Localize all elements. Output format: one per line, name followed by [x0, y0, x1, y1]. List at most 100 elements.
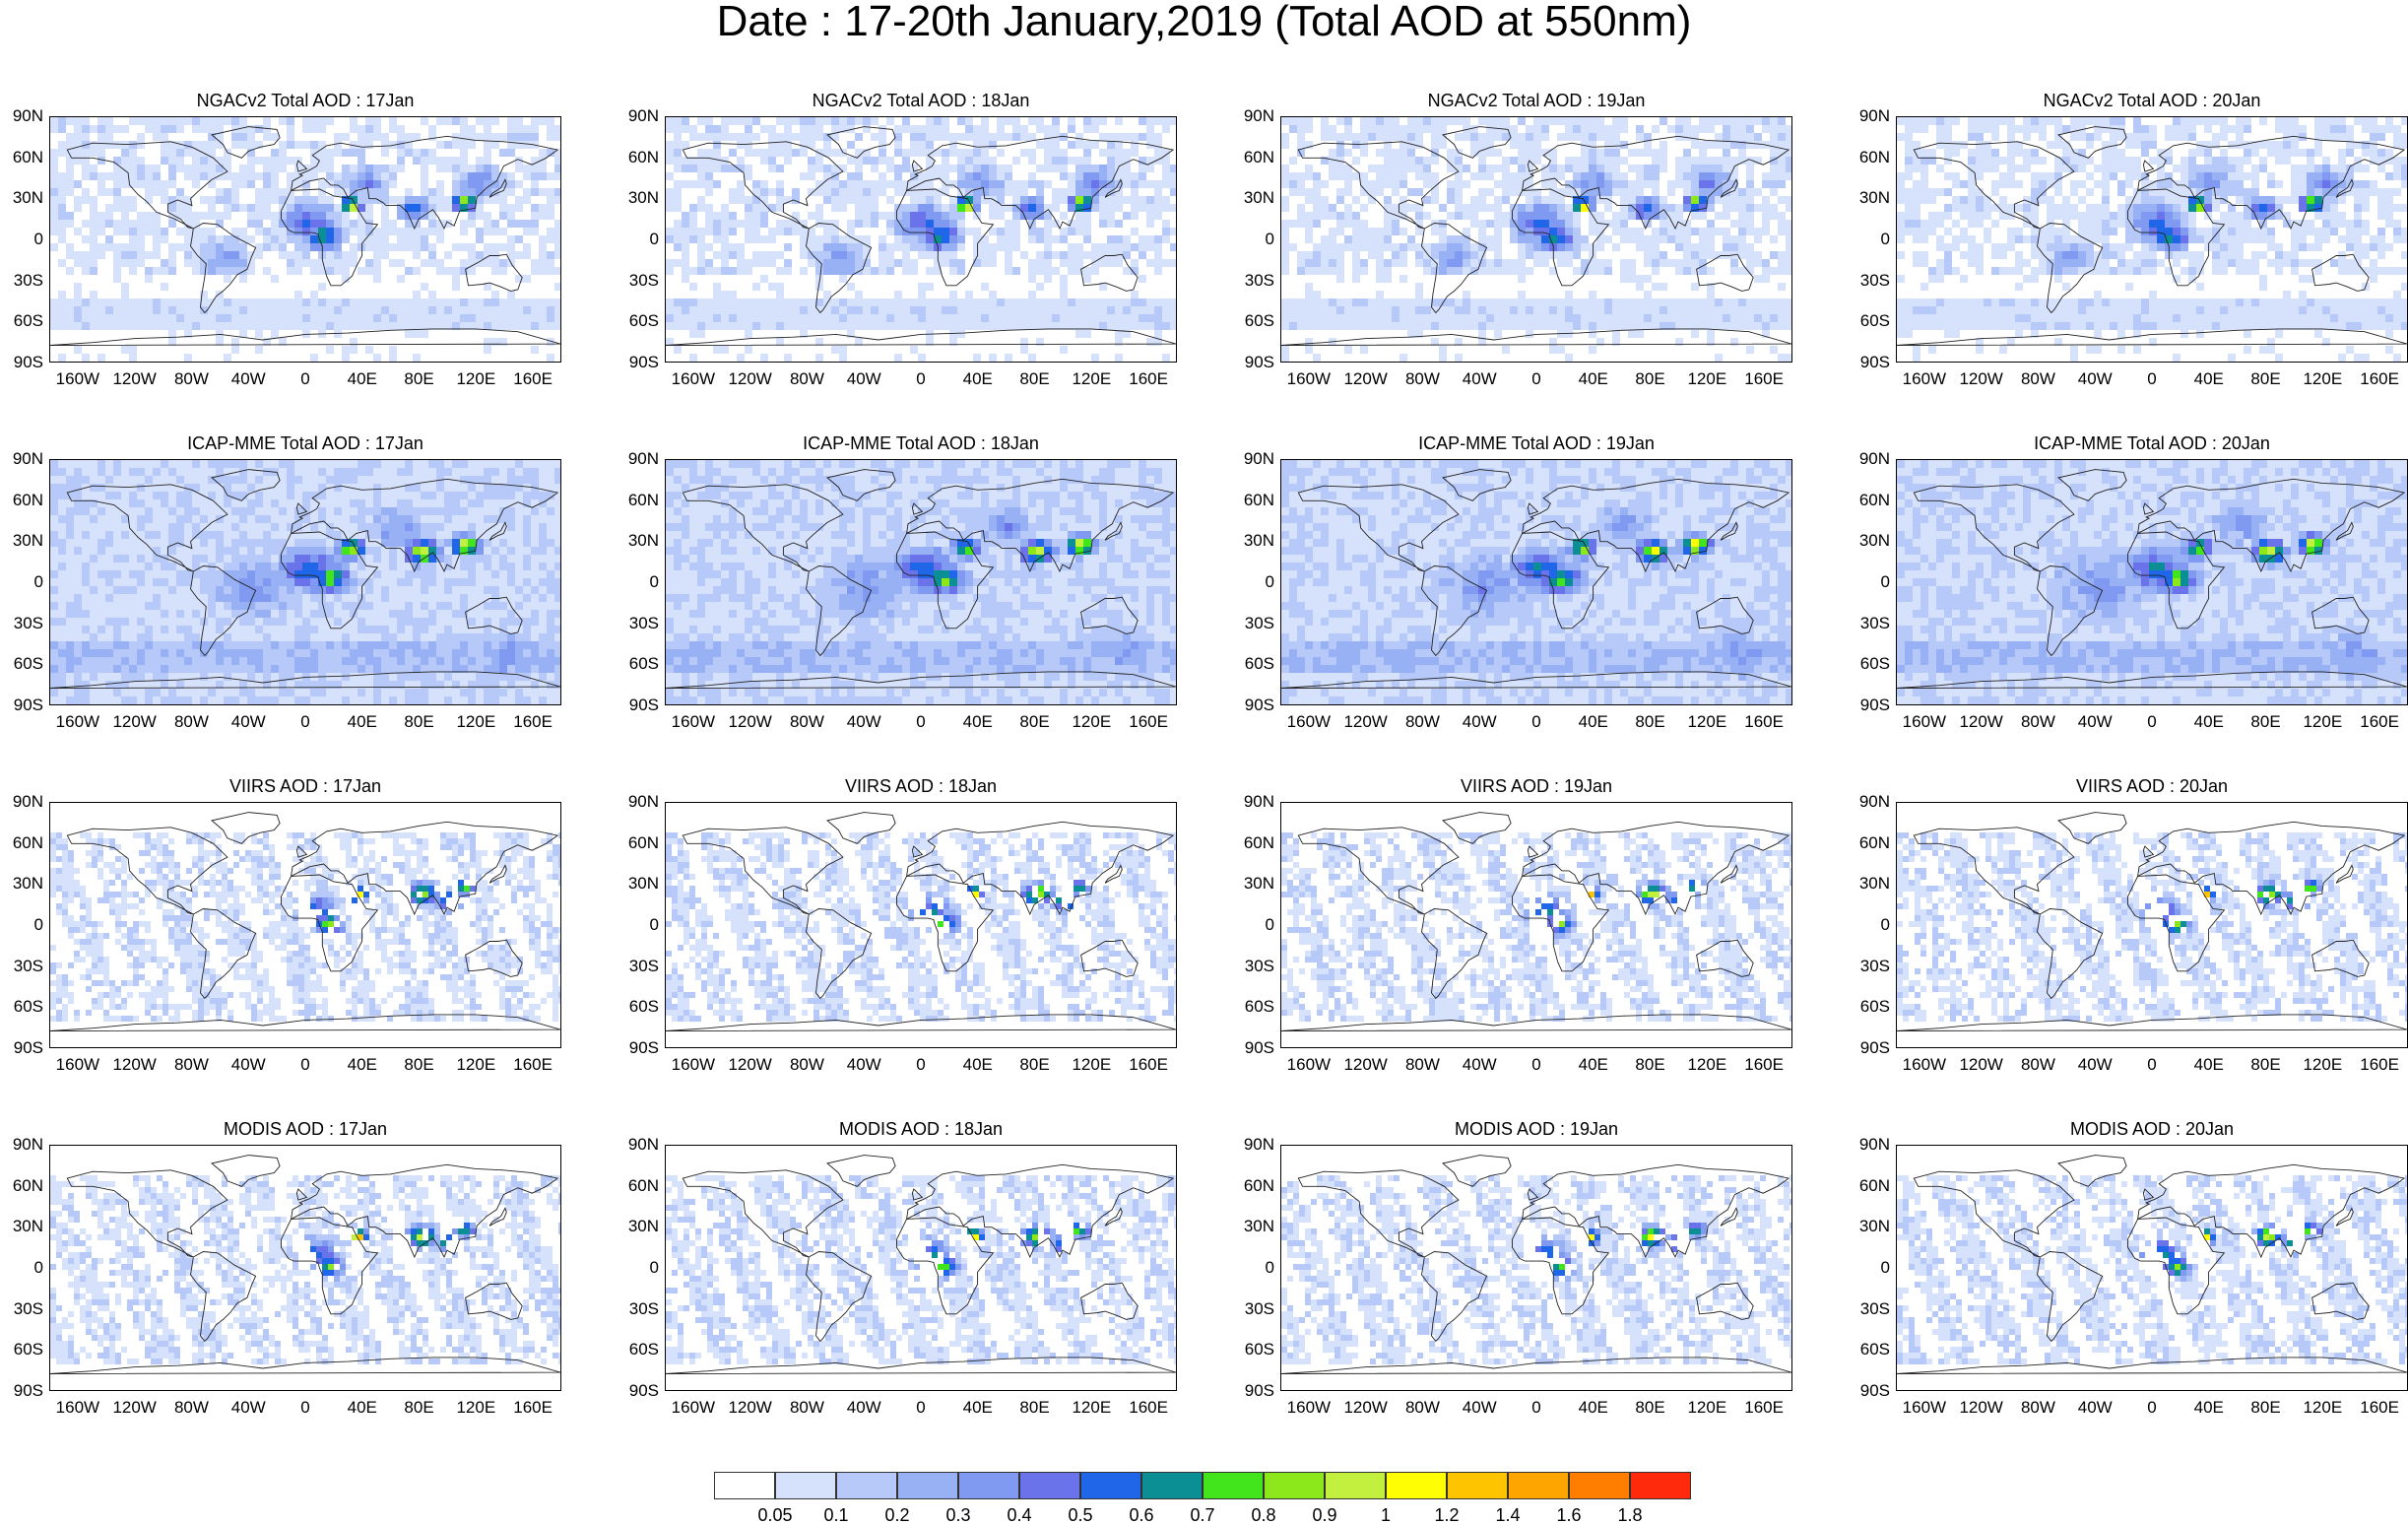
longitude-label: 40E [333, 370, 392, 388]
longitude-label: 80W [162, 1056, 221, 1074]
longitude-label: 80W [777, 713, 836, 731]
colorbar-swatch [1080, 1472, 1141, 1499]
longitude-label: 160E [503, 370, 562, 388]
latitude-label: 0 [619, 1259, 659, 1277]
panel-title: VIIRS AOD : 17Jan [49, 776, 561, 796]
longitude-label: 80W [162, 1399, 221, 1417]
panel-title: ICAP-MME Total AOD : 20Jan [1896, 433, 2408, 453]
latitude-label: 0 [4, 1259, 43, 1277]
longitude-label: 40E [1564, 713, 1623, 731]
latitude-label: 60S [1235, 312, 1274, 330]
latitude-label: 90N [4, 450, 43, 468]
latitude-label: 30S [1851, 958, 1890, 975]
latitude-label: 60N [1851, 149, 1890, 166]
longitude-label: 80E [1006, 370, 1065, 388]
world-map [666, 803, 1176, 1047]
longitude-label: 160E [1734, 370, 1793, 388]
colorbar-swatch [1508, 1472, 1569, 1499]
longitude-label: 160W [1279, 1056, 1338, 1074]
longitude-label: 40E [1564, 1399, 1623, 1417]
longitude-label: 160E [2350, 370, 2408, 388]
longitude-label: 80E [2237, 370, 2296, 388]
longitude-label: 80W [2008, 370, 2067, 388]
longitude-label: 120W [1336, 370, 1396, 388]
longitude-label: 40E [2180, 713, 2239, 731]
colorbar-label: 0.6 [1117, 1505, 1166, 1525]
map-frame [1896, 1145, 2408, 1391]
latitude-label: 30N [4, 189, 43, 207]
colorbar-swatch [1264, 1472, 1325, 1499]
latitude-label: 60N [4, 1177, 43, 1195]
longitude-label: 40E [1564, 1056, 1623, 1074]
longitude-label: 120E [2293, 1056, 2352, 1074]
map-frame [1280, 802, 1792, 1048]
longitude-label: 0 [2122, 370, 2181, 388]
longitude-label: 0 [276, 1056, 335, 1074]
colorbar-swatch [1141, 1472, 1203, 1499]
longitude-label: 80E [390, 1056, 449, 1074]
longitude-label: 40W [2065, 713, 2124, 731]
aod-field [1281, 1175, 1791, 1364]
latitude-label: 30S [619, 958, 659, 975]
longitude-label: 80E [390, 713, 449, 731]
latitude-label: 30S [619, 272, 659, 290]
latitude-label: 0 [619, 573, 659, 591]
coastline [827, 1156, 895, 1187]
latitude-label: 90N [619, 1136, 659, 1154]
coastline [1443, 1156, 1511, 1187]
latitude-label: 90S [4, 696, 43, 714]
latitude-label: 90S [1851, 354, 1890, 371]
longitude-label: 40W [834, 370, 893, 388]
colorbar-label: 0.05 [750, 1505, 800, 1525]
world-map [1897, 1146, 2407, 1390]
panel-title: MODIS AOD : 20Jan [1896, 1119, 2408, 1139]
longitude-label: 0 [891, 1399, 950, 1417]
longitude-label: 160W [664, 1056, 723, 1074]
latitude-label: 60S [619, 655, 659, 673]
longitude-label: 0 [2122, 1399, 2181, 1417]
longitude-label: 80W [777, 1399, 836, 1417]
world-map [50, 803, 560, 1047]
panel-title: VIIRS AOD : 18Jan [665, 776, 1177, 796]
aod-field [50, 117, 560, 362]
latitude-label: 60S [619, 1341, 659, 1359]
latitude-label: 60S [619, 998, 659, 1016]
map-frame [1280, 116, 1792, 363]
longitude-label: 120E [1677, 370, 1736, 388]
longitude-label: 0 [1507, 1056, 1566, 1074]
latitude-label: 60N [4, 834, 43, 852]
latitude-label: 60N [1235, 834, 1274, 852]
colorbar-swatch [1019, 1472, 1080, 1499]
colorbar-label: 0.7 [1178, 1505, 1227, 1525]
longitude-label: 80W [2008, 1056, 2067, 1074]
latitude-label: 0 [1235, 1259, 1274, 1277]
longitude-label: 80W [2008, 1399, 2067, 1417]
latitude-label: 0 [4, 916, 43, 934]
longitude-label: 0 [891, 1056, 950, 1074]
world-map [666, 117, 1176, 362]
longitude-label: 120E [2293, 713, 2352, 731]
latitude-label: 30N [1851, 875, 1890, 893]
longitude-label: 160W [48, 370, 107, 388]
latitude-label: 60S [1851, 998, 1890, 1016]
latitude-label: 0 [1235, 573, 1274, 591]
longitude-label: 40W [834, 713, 893, 731]
latitude-label: 0 [1235, 231, 1274, 248]
longitude-label: 160W [48, 1056, 107, 1074]
longitude-label: 0 [2122, 713, 2181, 731]
latitude-label: 30N [4, 875, 43, 893]
latitude-label: 90S [4, 354, 43, 371]
longitude-label: 160W [1895, 713, 1954, 731]
longitude-label: 40E [333, 713, 392, 731]
longitude-label: 40W [1450, 1399, 1509, 1417]
latitude-label: 90N [1851, 450, 1890, 468]
world-map [1897, 117, 2407, 362]
longitude-label: 120E [446, 1056, 505, 1074]
aod-field [1897, 832, 2407, 1022]
latitude-label: 90N [4, 793, 43, 811]
longitude-label: 40E [2180, 1399, 2239, 1417]
latitude-label: 0 [619, 916, 659, 934]
latitude-label: 30S [1235, 272, 1274, 290]
aod-field [1281, 117, 1791, 362]
latitude-label: 60N [619, 492, 659, 509]
